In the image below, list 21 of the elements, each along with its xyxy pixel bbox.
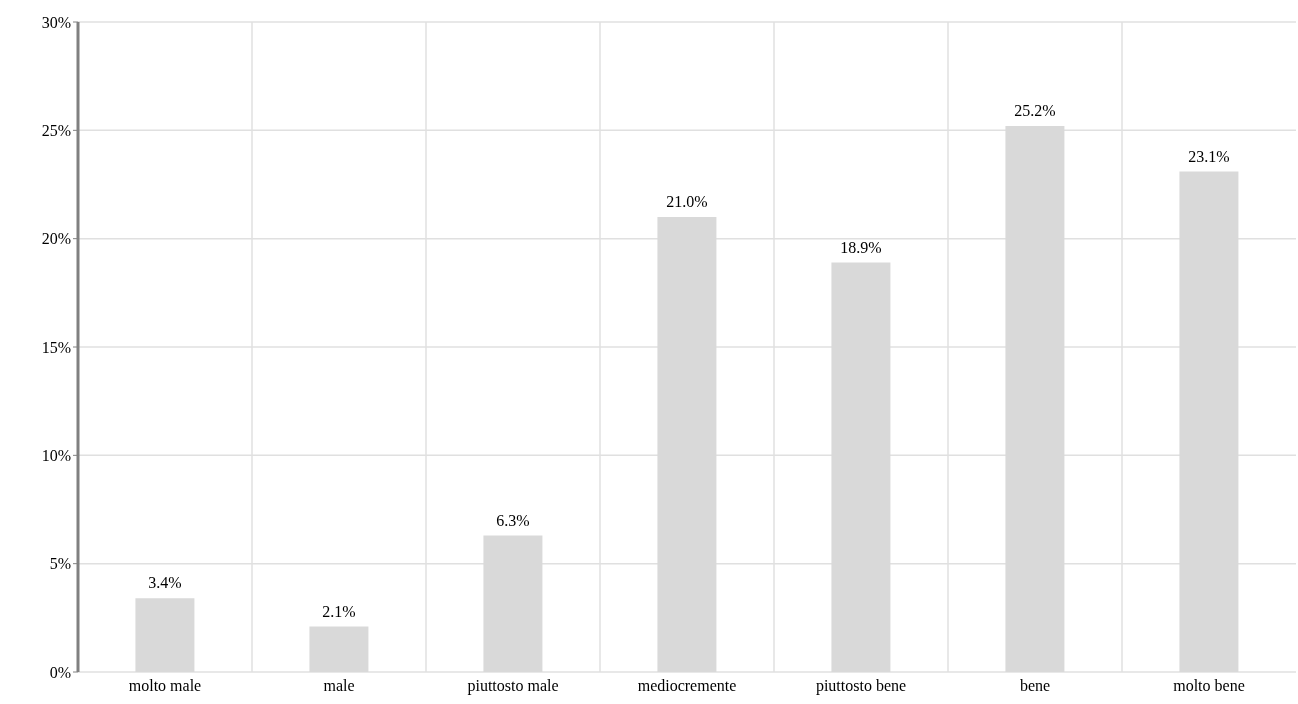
y-tick-label: 20% (41, 230, 71, 248)
data-label: 21.0% (666, 193, 708, 210)
y-tick-label: 30% (41, 13, 71, 31)
y-tick-label: 15% (41, 338, 71, 356)
x-tick-label: mediocremente (637, 677, 737, 695)
data-label: 23.1% (1188, 147, 1230, 165)
x-tick-label: male (323, 677, 355, 695)
y-tick-label: 5% (49, 555, 71, 573)
x-tick-label: molto bene (1173, 677, 1245, 695)
data-label: 6.3% (496, 511, 530, 529)
x-tick-label: piuttosto bene (815, 677, 907, 696)
data-label: 2.1% (322, 602, 356, 620)
x-tick-label: piuttosto male (467, 677, 559, 696)
x-tick-label: molto male (128, 677, 202, 695)
y-tick-label: 10% (41, 447, 71, 465)
y-tick-label: 0% (49, 663, 71, 681)
data-label: 25.2% (1014, 102, 1056, 119)
y-tick-label: 25% (41, 122, 71, 140)
data-label: 3.4% (148, 574, 182, 592)
x-tick-label: bene (1019, 677, 1051, 695)
data-label: 18.9% (840, 238, 882, 256)
